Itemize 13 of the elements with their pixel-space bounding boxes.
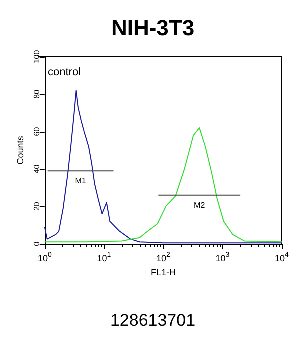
x-axis-title: FL1-H — [150, 267, 176, 278]
annotation: control — [48, 66, 82, 78]
y-tick-label: 40 — [32, 164, 42, 174]
chart-title: NIH-3T3 — [111, 16, 195, 40]
annotation: M1 — [75, 176, 87, 186]
y-axis-title: Counts — [16, 136, 26, 165]
y-tick-label: 80 — [32, 89, 42, 99]
y-tick-label: 100 — [32, 50, 42, 64]
annotation: M2 — [194, 200, 206, 210]
text: 128613701 — [110, 311, 196, 330]
y-tick-label: 60 — [32, 126, 42, 136]
y-tick-label: 20 — [32, 202, 42, 212]
y-tick-label: 0 — [32, 241, 42, 246]
